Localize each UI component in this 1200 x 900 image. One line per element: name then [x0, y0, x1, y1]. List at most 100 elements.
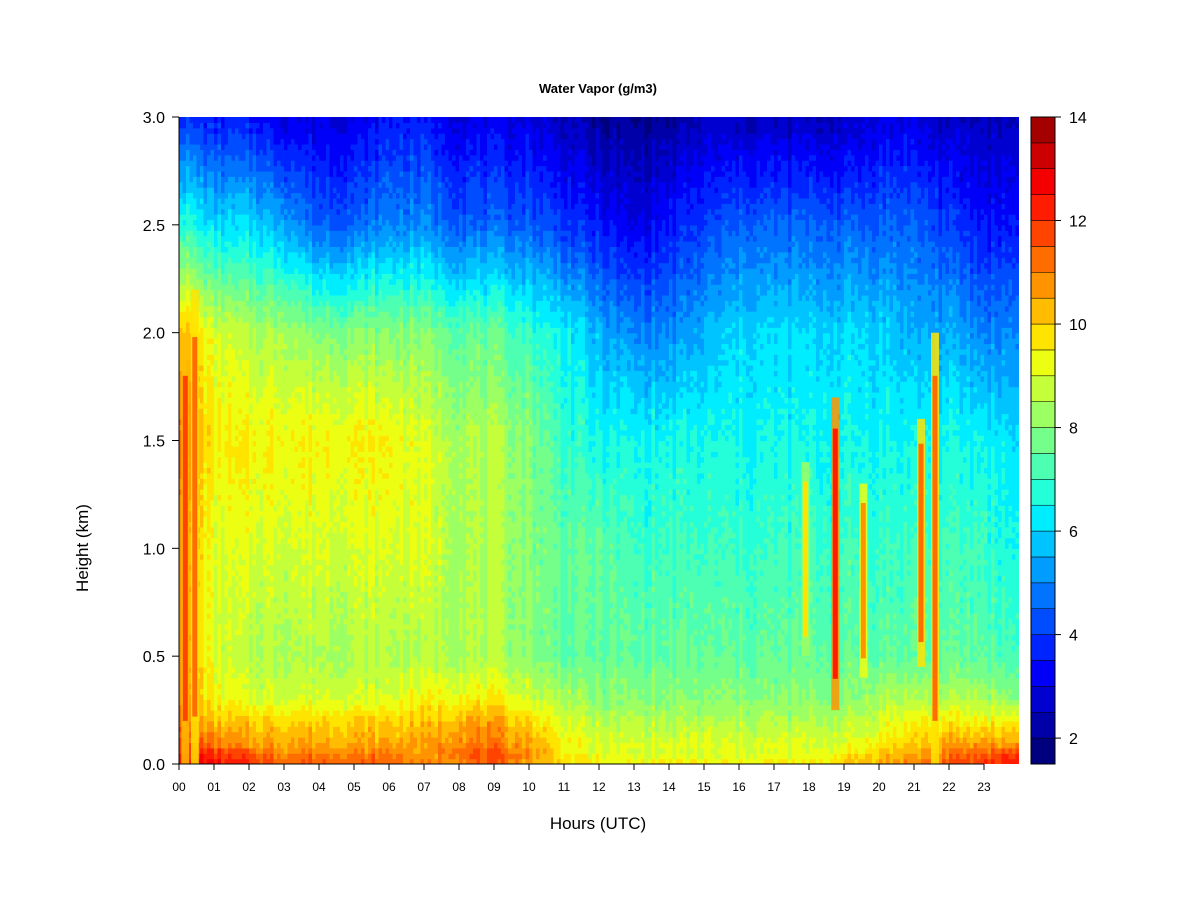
heatmap-cell: [256, 532, 261, 539]
heatmap-cell: [273, 219, 278, 226]
heatmap-cell: [280, 440, 285, 447]
heatmap-cell: [252, 467, 257, 474]
heatmap-cell: [179, 505, 184, 512]
heatmap-cell: [284, 483, 289, 490]
heatmap-cell: [224, 294, 229, 301]
heatmap-cell: [263, 688, 268, 695]
heatmap-cell: [214, 257, 219, 264]
heatmap-cell: [235, 192, 240, 199]
heatmap-cell: [193, 251, 198, 258]
heatmap-cell: [284, 316, 289, 323]
heatmap-cell: [305, 445, 310, 452]
heatmap-cell: [231, 321, 236, 328]
heatmap-cell: [238, 683, 243, 690]
heatmap-cell: [277, 677, 282, 684]
heatmap-cell: [301, 472, 306, 479]
heatmap-cell: [312, 688, 317, 695]
heatmap-cell: [263, 623, 268, 630]
heatmap-cell: [280, 413, 285, 420]
heatmap-cell: [298, 564, 303, 571]
heatmap-cell: [259, 338, 264, 345]
heatmap-cell: [322, 564, 327, 571]
heatmap-cell: [273, 591, 278, 598]
heatmap-cell: [270, 575, 275, 582]
heatmap-cell: [210, 429, 215, 436]
heatmap-cell: [287, 693, 292, 700]
heatmap-cell: [305, 359, 310, 366]
heatmap-cell: [256, 467, 261, 474]
heatmap-cell: [266, 726, 271, 733]
heatmap-cell: [305, 575, 310, 582]
heatmap-cell: [256, 704, 261, 711]
heatmap-cell: [189, 117, 194, 123]
heatmap-cell: [273, 618, 278, 625]
heatmap-cell: [203, 278, 208, 285]
heatmap-cell: [266, 445, 271, 452]
heatmap-cell: [266, 688, 271, 695]
heatmap-cell: [305, 710, 310, 717]
heatmap-cell: [263, 580, 268, 587]
heatmap-cell: [277, 618, 282, 625]
heatmap-cell: [245, 214, 250, 221]
heatmap-cell: [259, 596, 264, 603]
heatmap-cell: [179, 526, 184, 533]
heatmap-cell: [273, 537, 278, 544]
heatmap-cell: [280, 267, 285, 274]
heatmap-cell: [280, 683, 285, 690]
heatmap-cell: [315, 650, 320, 657]
heatmap-cell: [301, 747, 306, 754]
heatmap-cell: [221, 413, 226, 420]
heatmap-cell: [186, 327, 191, 334]
heatmap-cell: [217, 305, 222, 312]
heatmap-cell: [305, 467, 310, 474]
heatmap-cell: [249, 483, 254, 490]
heatmap-cell: [256, 677, 261, 684]
heatmap-cell: [200, 262, 205, 269]
heatmap-cell: [207, 564, 212, 571]
heatmap-cell: [291, 294, 296, 301]
heatmap-cell: [235, 634, 240, 641]
heatmap-cell: [207, 440, 212, 447]
heatmap-cell: [305, 650, 310, 657]
heatmap-cell: [224, 327, 229, 334]
heatmap-cell: [245, 386, 250, 393]
heatmap-cell: [200, 613, 205, 620]
heatmap-cell: [312, 187, 317, 194]
heatmap-cell: [280, 246, 285, 253]
heatmap-cell: [207, 494, 212, 501]
heatmap-cell: [252, 629, 257, 636]
heatmap-cell: [308, 731, 313, 738]
heatmap-cell: [315, 548, 320, 555]
heatmap-cell: [308, 214, 313, 221]
heatmap-cell: [319, 311, 324, 318]
heatmap-cell: [252, 704, 257, 711]
heatmap-cell: [277, 370, 282, 377]
heatmap-cell: [277, 160, 282, 167]
heatmap-cell: [298, 246, 303, 253]
heatmap-cell: [291, 650, 296, 657]
heatmap-cell: [217, 311, 222, 318]
heatmap-cell: [319, 332, 324, 339]
heatmap-cell: [231, 402, 236, 409]
heatmap-cell: [203, 300, 208, 307]
heatmap-cell: [203, 332, 208, 339]
heatmap-cell: [315, 294, 320, 301]
heatmap-cell: [312, 127, 317, 134]
heatmap-cell: [315, 338, 320, 345]
heatmap-cell: [308, 257, 313, 264]
heatmap-cell: [221, 429, 226, 436]
heatmap-cell: [259, 375, 264, 382]
heatmap-cell: [263, 348, 268, 355]
heatmap-cell: [270, 596, 275, 603]
heatmap-cell: [301, 365, 306, 372]
heatmap-cell: [179, 602, 184, 609]
heatmap-cell: [277, 607, 282, 614]
heatmap-cell: [217, 505, 222, 512]
heatmap-cell: [294, 677, 299, 684]
heatmap-cell: [284, 321, 289, 328]
heatmap-cell: [179, 424, 184, 431]
heatmap-cell: [298, 187, 303, 194]
heatmap-cell: [231, 693, 236, 700]
heatmap-cell: [179, 445, 184, 452]
heatmap-cell: [312, 397, 317, 404]
